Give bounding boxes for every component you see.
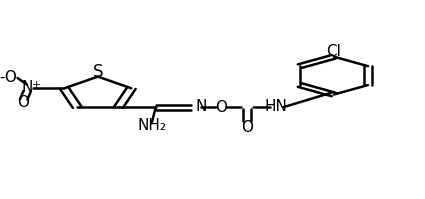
Text: O: O	[241, 120, 253, 135]
Text: HN: HN	[265, 99, 288, 114]
Text: O: O	[215, 100, 227, 115]
Text: -O: -O	[0, 70, 17, 85]
Text: S: S	[93, 63, 103, 81]
Text: NH₂: NH₂	[137, 118, 166, 133]
Text: +: +	[32, 80, 41, 90]
Text: O: O	[17, 95, 29, 110]
Text: N: N	[196, 99, 207, 114]
Text: Cl: Cl	[326, 44, 341, 59]
Text: N: N	[21, 80, 33, 95]
